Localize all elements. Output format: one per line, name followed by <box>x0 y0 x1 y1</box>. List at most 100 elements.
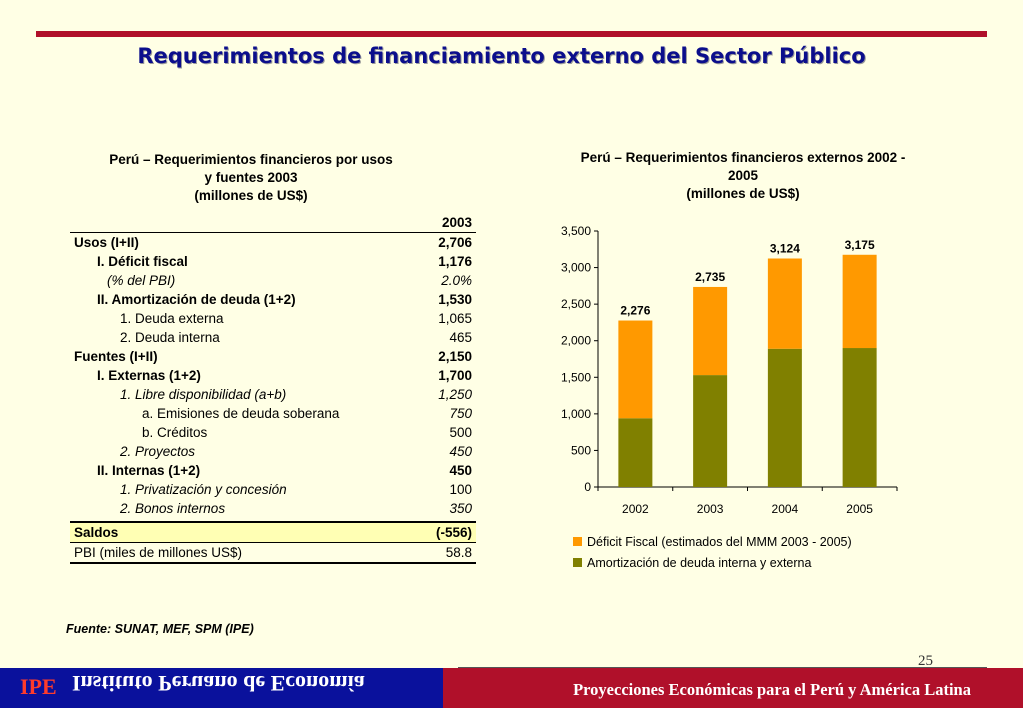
table-row: 1. Deuda externa 1,065 <box>70 309 476 328</box>
row-value: 100 <box>449 482 472 497</box>
table-row: b. Créditos 500 <box>70 423 476 442</box>
table-caption-line-3: (millones de US$) <box>194 188 308 203</box>
saldos-label: Saldos <box>74 525 119 540</box>
row-value: 750 <box>449 406 472 421</box>
legend-label: Amortización de deuda interna y externa <box>587 556 811 570</box>
row-value: 450 <box>449 444 472 459</box>
row-value: 2,150 <box>438 349 472 364</box>
table-body: Usos (I+II) 2,706 I. Déficit fiscal 1,176 (%… <box>70 233 476 518</box>
row-label: 2. Deuda interna <box>120 330 220 345</box>
table-row: (% del PBI) 2.0% <box>70 271 476 290</box>
amortizacion-bar <box>693 375 728 487</box>
institute-name: Instituto Peruano de Economía <box>72 671 365 696</box>
saldos-row: Saldos (-556) <box>70 521 476 543</box>
legend-swatch-amortizacion <box>573 558 582 567</box>
y-tick-label: 500 <box>571 443 591 457</box>
chart-caption: Perú – Requerimientos financieros extern… <box>540 149 946 203</box>
row-label: II. Amortización de deuda (1+2) <box>97 292 296 307</box>
row-value: 1,176 <box>438 254 472 269</box>
total-data-label: 3,124 <box>770 242 800 256</box>
legend-swatch-deficit <box>573 537 582 546</box>
row-label: (% del PBI) <box>107 273 176 288</box>
financing-table: 2003 Usos (I+II) 2,706 I. Déficit fiscal 1,… <box>70 213 476 564</box>
row-value: 1,250 <box>438 387 472 402</box>
table-caption: Perú – Requerimientos financieros por us… <box>70 151 432 205</box>
chart-caption-line-1: Perú – Requerimientos financieros extern… <box>580 150 906 165</box>
deficit-bar <box>618 320 653 419</box>
x-tick-label: 2005 <box>846 502 873 516</box>
y-tick-label: 1,500 <box>561 370 591 384</box>
row-label: II. Internas (1+2) <box>97 463 201 478</box>
saldos-value: (-556) <box>435 525 472 540</box>
y-tick-label: 3,000 <box>561 261 591 275</box>
footer-right-band: Proyecciones Económicas para el Perú y A… <box>443 668 1023 708</box>
row-label: I. Déficit fiscal <box>97 254 188 269</box>
table-caption-line-1: Perú – Requerimientos financieros por us… <box>109 152 393 167</box>
stacked-bar-chart: 0 500 1,000 1,500 2,000 2,500 3,000 3,500 2,276 2… <box>561 224 898 570</box>
x-tick-label: 2004 <box>772 502 799 516</box>
table-row: I. Externas (1+2) 1,700 <box>70 366 476 385</box>
amortizacion-bar <box>618 418 653 487</box>
table-row: 1. Libre disponibilidad (a+b) 1,250 <box>70 385 476 404</box>
source-note: Fuente: SUNAT, MEF, SPM (IPE) <box>66 622 254 636</box>
footer-left-band: IPE Instituto Peruano de Economía <box>0 668 443 708</box>
row-label: Usos (I+II) <box>74 235 139 250</box>
row-value: 1,700 <box>438 368 472 383</box>
chart-caption-line-3: (millones de US$) <box>686 186 800 201</box>
chart-caption-line-2: 2005 <box>727 168 759 183</box>
y-tick-label: 2,500 <box>561 297 591 311</box>
table-row: II. Amortización de deuda (1+2) 1,530 <box>70 290 476 309</box>
row-value: 500 <box>449 425 472 440</box>
row-value: 2.0% <box>441 273 472 288</box>
total-data-label: 2,735 <box>695 270 725 284</box>
row-label: a. Emisiones de deuda soberana <box>142 406 340 421</box>
row-value: 465 <box>449 330 472 345</box>
row-label: 1. Libre disponibilidad (a+b) <box>120 387 287 402</box>
pbi-label: PBI (miles de millones US$) <box>74 545 243 560</box>
top-rule <box>36 31 987 37</box>
year-header: 2003 <box>441 215 472 230</box>
table-row: Fuentes (I+II) 2,150 <box>70 347 476 366</box>
row-label: 2. Bonos internos <box>120 501 226 516</box>
row-label: Fuentes (I+II) <box>74 349 158 364</box>
y-tick-label: 1,000 <box>561 407 591 421</box>
y-tick-label: 3,500 <box>561 224 591 238</box>
table-row: 2. Proyectos 450 <box>70 442 476 461</box>
deficit-bar <box>767 258 802 349</box>
pbi-row: PBI (miles de millones US$) 58.8 <box>70 543 476 564</box>
total-data-label: 2,276 <box>620 304 650 318</box>
deficit-bar <box>842 254 877 349</box>
row-label: 2. Proyectos <box>120 444 196 459</box>
table-row: 2. Deuda interna 465 <box>70 328 476 347</box>
table-row: I. Déficit fiscal 1,176 <box>70 252 476 271</box>
slide-title: Requerimientos de financiamiento externo… <box>137 44 866 68</box>
row-label: I. Externas (1+2) <box>97 368 201 383</box>
pbi-value: 58.8 <box>445 545 472 560</box>
table-row: Usos (I+II) 2,706 <box>70 233 476 252</box>
amortizacion-bar <box>767 348 802 487</box>
row-value: 350 <box>449 501 472 516</box>
ipe-logo: IPE <box>20 674 57 699</box>
table-caption-line-2: y fuentes 2003 <box>204 170 298 185</box>
row-value: 450 <box>449 463 472 478</box>
x-tick-label: 2003 <box>697 502 724 516</box>
amortizacion-bar <box>842 348 877 487</box>
table-row: a. Emisiones de deuda soberana 750 <box>70 404 476 423</box>
table-row: 1. Privatización y concesión 100 <box>70 480 476 499</box>
footer-tagline: Proyecciones Económicas para el Perú y A… <box>573 680 971 699</box>
footer-rule <box>458 667 987 668</box>
table-header-row: 2003 <box>70 213 476 233</box>
row-value: 1,530 <box>438 292 472 307</box>
legend-label: Déficit Fiscal (estimados del MMM 2003 -… <box>587 535 852 549</box>
table-row: 2. Bonos internos 350 <box>70 499 476 518</box>
table-row: II. Internas (1+2) 450 <box>70 461 476 480</box>
x-tick-label: 2002 <box>622 502 649 516</box>
y-tick-label: 0 <box>584 480 591 494</box>
row-label: b. Créditos <box>142 425 208 440</box>
row-value: 1,065 <box>438 311 472 326</box>
total-data-label: 3,175 <box>845 238 875 252</box>
deficit-bar <box>693 286 728 376</box>
page-number: 25 <box>918 653 933 669</box>
y-tick-label: 2,000 <box>561 334 591 348</box>
row-label: 1. Privatización y concesión <box>120 482 287 497</box>
